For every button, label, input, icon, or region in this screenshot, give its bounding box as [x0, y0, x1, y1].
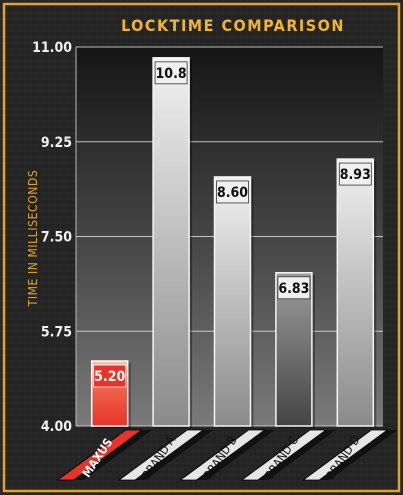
value-label-box: [216, 180, 249, 204]
y-tick-label: 9.25: [41, 135, 72, 151]
y-tick-label: 11.00: [32, 40, 72, 56]
y-tick-label: 7.50: [41, 230, 72, 246]
value-label-box: [338, 162, 372, 186]
y-axis-ticks: 4.00 5.75 7.50 9.25 11.00: [32, 40, 72, 435]
value-label: 5.20: [94, 369, 125, 385]
bars: 5.20 10.8 8.60 6.83 8.93: [90, 57, 377, 428]
value-label-box: [277, 276, 311, 300]
value-label: 8.93: [340, 167, 371, 183]
value-label-box: [93, 364, 127, 388]
y-tick-label: 4.00: [41, 419, 72, 435]
y-tick-label: 5.75: [41, 324, 72, 340]
bar: [336, 158, 375, 427]
bar: [213, 176, 252, 427]
category-tab-stripe: [257, 430, 336, 480]
chart-title: LOCKTIME COMPARISON: [121, 16, 345, 35]
y-axis-label: TIME IN MILLISECONDS: [26, 170, 40, 308]
value-label: 10.8: [156, 66, 187, 82]
category-tab-stripe: [196, 430, 275, 480]
value-label-box: [154, 61, 188, 85]
bar: [152, 57, 190, 427]
category-tab-stripe: [135, 430, 214, 480]
value-label: 6.83: [278, 281, 309, 297]
value-label: 8.60: [217, 185, 248, 201]
category-tab-stripe: [73, 430, 152, 480]
category-tab-stripe: [319, 430, 398, 480]
